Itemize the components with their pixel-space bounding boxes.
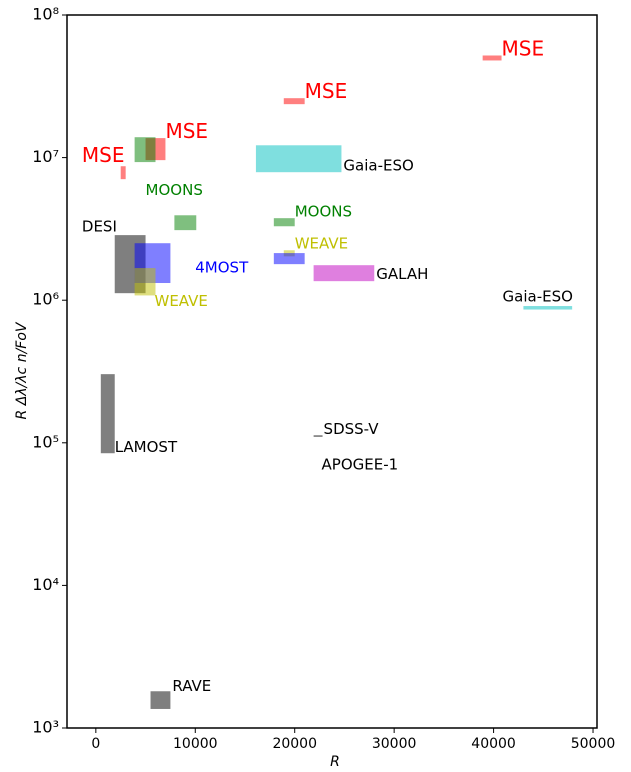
rect-mark bbox=[273, 218, 295, 227]
y-tick-label: 10³ bbox=[32, 718, 59, 737]
y-axis-label: R Δλ/λc n/FoV bbox=[14, 321, 30, 419]
x-tick-label: 30000 bbox=[372, 736, 417, 752]
rect-mark bbox=[255, 145, 342, 173]
annotation: GALAH bbox=[376, 265, 428, 283]
annotation: MSE bbox=[305, 79, 348, 103]
annotation: DESI bbox=[82, 218, 117, 236]
rect-mark bbox=[134, 137, 156, 163]
rect-mark bbox=[134, 268, 156, 296]
annotation: MOONS bbox=[146, 181, 203, 199]
annotation: Gaia-ESO bbox=[343, 157, 413, 175]
y-tick-label: 10⁴ bbox=[32, 575, 59, 594]
annotation: LAMOST bbox=[115, 438, 178, 456]
x-tick-label: 10000 bbox=[173, 736, 218, 752]
y-tick-label: 10⁸ bbox=[32, 5, 59, 24]
x-tick-label: 50000 bbox=[571, 736, 616, 752]
y-tick-label: 10⁷ bbox=[32, 147, 59, 166]
rect-mark bbox=[482, 55, 502, 61]
y-tick-label: 10⁶ bbox=[32, 290, 59, 309]
annotation: 4MOST bbox=[195, 259, 249, 277]
rect-mark bbox=[174, 215, 197, 231]
annotation: MSE bbox=[165, 119, 208, 143]
annotation: Gaia-ESO bbox=[503, 288, 573, 306]
plot-frame bbox=[66, 14, 598, 729]
rect-mark bbox=[313, 435, 323, 437]
x-tick-label: 40000 bbox=[471, 736, 516, 752]
rect-mark bbox=[523, 306, 573, 310]
annotation: APOGEE-1 bbox=[322, 455, 399, 473]
annotation: MOONS bbox=[295, 203, 352, 221]
annotation: WEAVE bbox=[295, 235, 348, 253]
x-tick-label: 20000 bbox=[272, 736, 317, 752]
rect-mark bbox=[313, 265, 375, 282]
rect-mark bbox=[273, 253, 305, 265]
annotation: RAVE bbox=[172, 677, 211, 695]
rect-mark bbox=[283, 98, 305, 105]
rect-mark bbox=[100, 374, 115, 454]
rect-mark bbox=[120, 166, 126, 180]
annotation: MSE bbox=[502, 37, 545, 61]
x-tick-label: 0 bbox=[91, 736, 100, 752]
annotation: MSE bbox=[82, 143, 125, 167]
annotation: SDSS-V bbox=[324, 420, 380, 438]
x-axis-label: R bbox=[330, 754, 340, 770]
y-tick-label: 10⁵ bbox=[32, 432, 59, 451]
rect-mark bbox=[150, 691, 171, 709]
annotation: WEAVE bbox=[155, 292, 208, 310]
